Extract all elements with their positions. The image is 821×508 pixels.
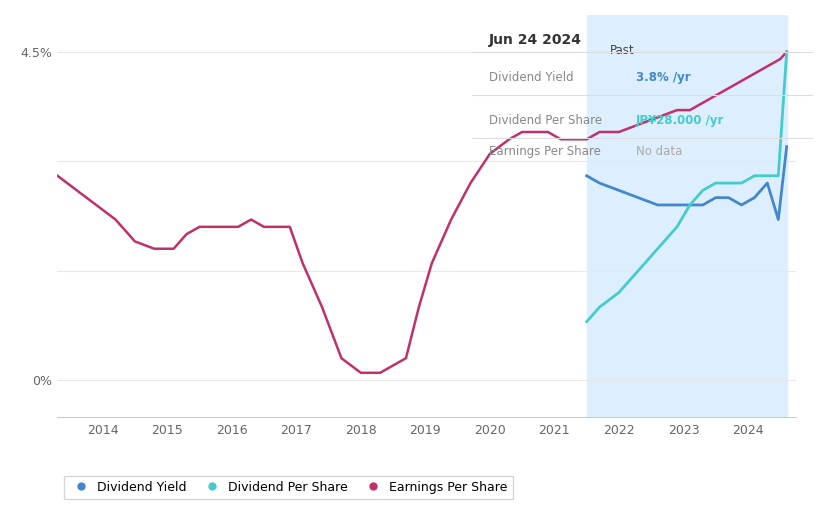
Text: JP¥28.000 /yr: JP¥28.000 /yr [635,114,724,127]
Text: No data: No data [635,145,682,158]
Legend: Dividend Yield, Dividend Per Share, Earnings Per Share: Dividend Yield, Dividend Per Share, Earn… [64,475,512,498]
Text: Dividend Per Share: Dividend Per Share [489,114,603,127]
Bar [587,15,787,417]
Text: Earnings Per Share: Earnings Per Share [489,145,601,158]
Text: Dividend Yield: Dividend Yield [489,71,574,84]
Text: 3.8% /yr: 3.8% /yr [635,71,690,84]
Text: Past: Past [610,44,635,57]
Text: Jun 24 2024: Jun 24 2024 [489,33,582,47]
